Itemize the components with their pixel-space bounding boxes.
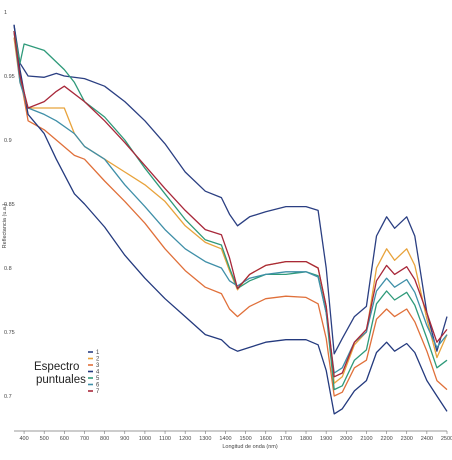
- x-tick-label-5: 900: [120, 436, 129, 442]
- x-tick-label-19: 2300: [401, 436, 413, 442]
- y-tick-label-1: 0.95: [4, 74, 15, 80]
- x-tick-label-13: 1700: [280, 436, 292, 442]
- x-tick-label-8: 1200: [179, 436, 191, 442]
- legend-title: Espectro puntuales: [34, 361, 86, 386]
- series-line-1: [13, 24, 448, 355]
- y-tick-label-4: 0.8: [4, 266, 12, 272]
- legend-label-3: 3: [96, 363, 100, 369]
- y-tick-label-0: 1: [4, 10, 7, 16]
- y-tick-labels: 1 0.95 0.9 0.85 0.8 0.75 0.7: [4, 10, 15, 400]
- legend-label-6: 6: [96, 383, 100, 389]
- x-tick-labels: 400 500 600 700 800 900 1000 1100 1200 1300 1400 15…: [19, 431, 452, 442]
- x-tick-label-16: 2000: [340, 436, 352, 442]
- x-tick-label-15: 1900: [320, 436, 332, 442]
- legend-label-2: 2: [96, 357, 100, 363]
- x-tick-label-11: 1500: [239, 436, 251, 442]
- x-tick-label-6: 1000: [139, 436, 151, 442]
- x-tick-label-3: 700: [80, 436, 89, 442]
- x-tick-label-12: 1600: [260, 436, 272, 442]
- legend-label-7: 7: [96, 389, 100, 395]
- series-line-3: [13, 31, 448, 397]
- legend-label-1: 1: [96, 350, 100, 356]
- x-tick-label-17: 2100: [360, 436, 372, 442]
- y-tick-label-6: 0.7: [4, 394, 12, 400]
- y-tick-label-5: 0.75: [4, 330, 15, 336]
- x-tick-label-1: 500: [40, 436, 49, 442]
- y-axis-label: Reflectancia (u.a.): [2, 204, 8, 249]
- series-line-4: [13, 24, 448, 415]
- x-tick-label-2: 600: [60, 436, 69, 442]
- x-tick-label-21: 2500: [441, 436, 452, 442]
- x-tick-label-7: 1100: [159, 436, 171, 442]
- series-line-6: [13, 31, 448, 374]
- x-tick-label-0: 400: [19, 436, 28, 442]
- x-tick-label-20: 2400: [421, 436, 433, 442]
- series-line-7: [13, 31, 448, 378]
- y-tick-label-3: 0.85: [4, 202, 15, 208]
- y-tick-label-2: 0.9: [4, 138, 12, 144]
- x-tick-label-14: 1800: [300, 436, 312, 442]
- series-line-2: [13, 37, 448, 384]
- x-tick-label-4: 800: [100, 436, 109, 442]
- x-tick-label-18: 2200: [380, 436, 392, 442]
- series-line-5: [13, 31, 448, 391]
- x-tick-label-10: 1400: [219, 436, 231, 442]
- legend-label-5: 5: [96, 376, 100, 382]
- legend-label-4: 4: [96, 370, 100, 376]
- x-tick-label-9: 1300: [199, 436, 211, 442]
- x-axis-label: Longitud de onda (nm): [222, 444, 278, 450]
- series-lines: [13, 24, 448, 415]
